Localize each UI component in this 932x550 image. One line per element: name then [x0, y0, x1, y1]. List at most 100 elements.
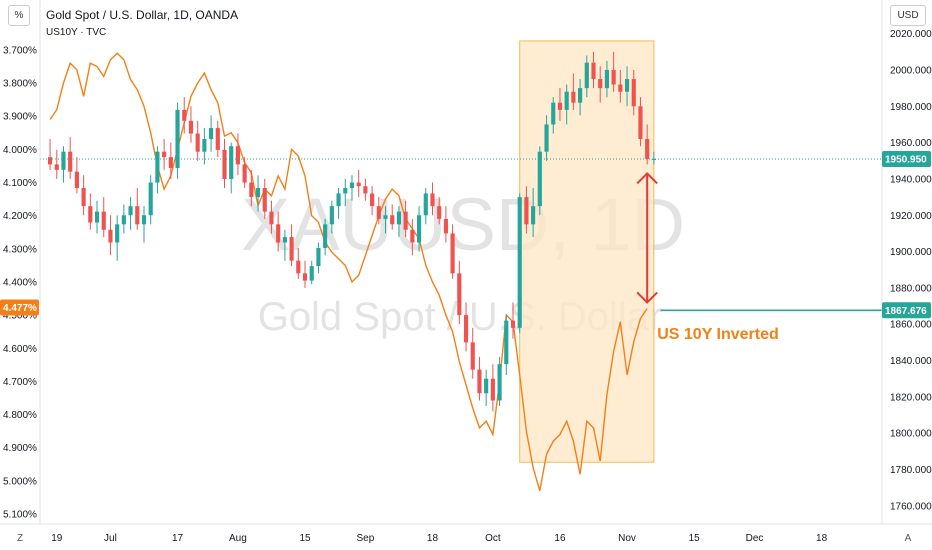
candle[interactable] [477, 356, 482, 401]
candle[interactable] [195, 120, 200, 161]
double-arrow[interactable] [636, 172, 658, 304]
candle[interactable] [336, 188, 341, 219]
currency-button[interactable]: USD [884, 0, 932, 30]
candle[interactable] [289, 224, 294, 267]
candle[interactable] [61, 146, 66, 183]
symbol-legend[interactable]: Gold Spot / U.S. Dollar, 1D, OANDA [46, 8, 239, 22]
candle[interactable] [209, 115, 214, 152]
candle[interactable] [497, 356, 502, 406]
candle[interactable] [430, 182, 435, 216]
candle[interactable] [611, 51, 616, 92]
candle[interactable] [370, 186, 375, 216]
candle[interactable] [376, 197, 381, 225]
candle[interactable] [255, 175, 261, 212]
candle[interactable] [296, 247, 301, 279]
candle[interactable] [101, 197, 106, 238]
candle[interactable] [47, 138, 53, 170]
candle[interactable] [229, 142, 234, 194]
candle[interactable] [148, 175, 153, 225]
candle[interactable] [484, 369, 489, 406]
candle[interactable] [463, 302, 469, 352]
candle[interactable] [443, 206, 448, 243]
candle[interactable] [222, 138, 227, 189]
candle[interactable] [215, 120, 220, 158]
candle[interactable] [141, 206, 147, 243]
candle[interactable] [81, 175, 86, 216]
candle[interactable] [182, 97, 187, 134]
candle[interactable] [571, 73, 576, 110]
candle[interactable] [524, 186, 529, 234]
candle[interactable] [537, 146, 542, 216]
candle[interactable] [437, 197, 442, 225]
us10y-line[interactable] [49, 52, 648, 491]
candle[interactable] [269, 200, 274, 234]
zoom-reset-button[interactable]: Z [16, 532, 24, 544]
candle[interactable] [276, 211, 281, 252]
candle[interactable] [416, 206, 422, 252]
highlight-box[interactable] [519, 40, 655, 463]
candle[interactable] [604, 60, 610, 98]
candle[interactable] [470, 327, 475, 379]
candle[interactable] [175, 102, 180, 179]
candle[interactable] [557, 88, 563, 121]
candle[interactable] [564, 84, 569, 125]
candle[interactable] [188, 106, 194, 143]
candle[interactable] [88, 193, 93, 230]
candle[interactable] [598, 66, 603, 103]
candle[interactable] [202, 128, 207, 165]
candle[interactable] [356, 169, 361, 198]
candle[interactable] [457, 260, 462, 325]
candle[interactable] [490, 364, 495, 412]
candle[interactable] [262, 178, 267, 219]
candle[interactable] [309, 260, 314, 285]
candle[interactable] [631, 69, 636, 116]
candle[interactable] [94, 200, 100, 234]
candle[interactable] [363, 178, 368, 201]
candle[interactable] [618, 69, 623, 103]
candle[interactable] [168, 142, 173, 179]
candle[interactable] [504, 315, 509, 376]
candle[interactable] [390, 204, 395, 230]
candle[interactable] [68, 137, 73, 179]
candle[interactable] [403, 200, 408, 238]
candle[interactable] [121, 204, 126, 234]
candle[interactable] [343, 178, 348, 207]
candle[interactable] [551, 97, 556, 134]
candle[interactable] [450, 224, 455, 279]
candle[interactable] [74, 157, 79, 194]
candle[interactable] [249, 169, 254, 207]
candle[interactable] [645, 124, 650, 165]
scale-mode-button[interactable]: % [0, 0, 38, 30]
candle[interactable] [242, 157, 247, 189]
candle[interactable] [349, 175, 355, 201]
candle[interactable] [128, 197, 133, 230]
candle[interactable] [329, 200, 334, 234]
candle[interactable] [316, 242, 321, 274]
candle[interactable] [531, 188, 536, 238]
candle[interactable] [591, 51, 596, 89]
candle[interactable] [651, 151, 656, 165]
candle[interactable] [423, 188, 428, 225]
candle[interactable] [584, 55, 589, 98]
candle[interactable] [115, 215, 120, 261]
candle[interactable] [302, 260, 308, 288]
candle[interactable] [578, 79, 583, 116]
candle[interactable] [235, 133, 241, 176]
candle[interactable] [624, 66, 630, 107]
candle[interactable] [108, 215, 113, 256]
candle[interactable] [135, 188, 140, 230]
auto-scale-button[interactable]: A [904, 532, 912, 544]
candle[interactable] [162, 138, 167, 170]
candle[interactable] [544, 115, 549, 161]
candle[interactable] [383, 206, 388, 234]
candle[interactable] [155, 146, 160, 194]
candle[interactable] [396, 206, 402, 238]
candle[interactable] [54, 149, 59, 179]
candle[interactable] [510, 302, 516, 339]
candle[interactable] [282, 229, 287, 261]
candle[interactable] [410, 218, 415, 256]
candle[interactable] [638, 97, 643, 147]
candle[interactable] [517, 193, 522, 334]
candle[interactable] [323, 218, 328, 256]
